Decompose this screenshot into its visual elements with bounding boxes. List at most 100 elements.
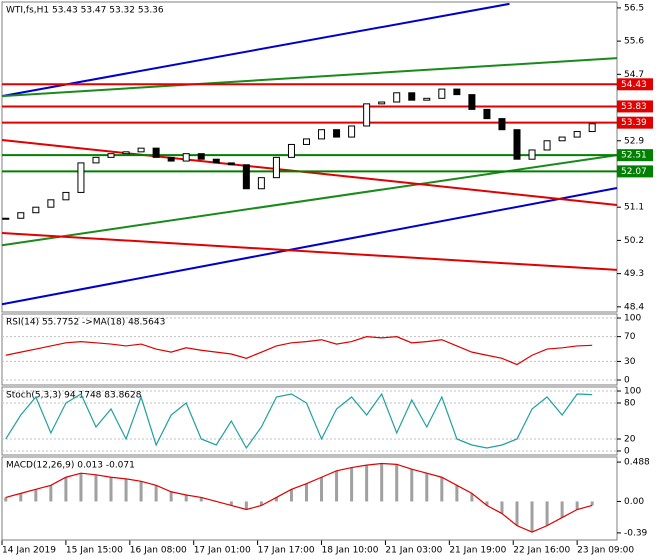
level-box — [617, 149, 653, 162]
bar — [545, 501, 549, 526]
y-tick-label: 51.1 — [624, 203, 644, 213]
y-tick-label: 70 — [624, 332, 636, 342]
x-tick-label: 18 Jan 10:00 — [322, 546, 379, 556]
bar — [335, 470, 339, 502]
level-box — [617, 78, 653, 91]
bar — [79, 473, 83, 502]
candle — [408, 92, 416, 101]
candle — [152, 147, 160, 158]
bar — [380, 463, 384, 502]
y-tick-label: 100 — [624, 387, 641, 397]
bar — [184, 494, 188, 502]
candle — [242, 164, 250, 190]
y-tick-label: 100 — [624, 314, 641, 324]
bar — [139, 481, 143, 502]
bar — [19, 493, 23, 502]
candle — [122, 151, 130, 155]
level-label: 52.07 — [621, 167, 647, 177]
bar — [500, 501, 504, 514]
candle — [558, 136, 566, 142]
x-tick-label: 22 Jan 16:00 — [513, 546, 570, 556]
candle — [543, 140, 551, 151]
candle — [333, 129, 341, 138]
bar — [259, 501, 263, 506]
bar — [440, 477, 444, 502]
candle — [423, 97, 431, 101]
y-tick-label: -0.39 — [624, 528, 648, 538]
candle — [483, 108, 491, 120]
panel-frame — [1, 386, 618, 456]
candle — [77, 162, 85, 193]
bar — [425, 473, 429, 502]
level-box — [617, 116, 653, 129]
y-tick-label: 80 — [624, 399, 636, 409]
bar — [410, 469, 414, 502]
panel-frame — [1, 313, 618, 386]
trendline — [1, 57, 618, 98]
candle — [32, 206, 40, 214]
candle — [287, 143, 295, 158]
x-tick-label: 21 Jan 03:00 — [385, 546, 442, 556]
line — [5, 392, 593, 450]
x-tick-label: 14 Jan 2019 — [2, 546, 56, 556]
bar — [560, 501, 564, 518]
x-tick-label: 23 Jan 09:00 — [577, 546, 634, 556]
level-label: 53.39 — [621, 118, 647, 128]
y-tick-label: 48.4 — [624, 302, 644, 312]
y-tick-label: 56.5 — [624, 3, 644, 13]
bar — [530, 501, 534, 533]
signal-line — [5, 462, 593, 533]
candle — [17, 212, 25, 219]
bar — [350, 467, 354, 502]
candle — [453, 88, 461, 96]
panel-title: WTI,fs,H1 53.43 53.47 53.32 53.36 — [6, 6, 164, 16]
bar — [304, 483, 308, 502]
y-tick-label: 50.2 — [624, 236, 644, 246]
candle — [363, 103, 371, 127]
x-tick-label: 21 Jan 19:00 — [449, 546, 506, 556]
y-tick-label: 20 — [624, 434, 636, 444]
candle — [393, 92, 401, 103]
candle — [212, 158, 220, 164]
bar — [470, 493, 474, 502]
bar — [590, 501, 594, 506]
candle — [378, 101, 386, 105]
candle — [438, 88, 446, 99]
bar — [274, 497, 278, 502]
bar — [365, 465, 369, 502]
bar — [124, 478, 128, 502]
bar — [49, 485, 53, 502]
level-label: 53.83 — [621, 102, 647, 112]
candle — [2, 217, 10, 220]
panel-title: RSI(14) 55.7752 ->MA(18) 48.5643 — [6, 318, 165, 328]
candle — [513, 129, 521, 160]
candle — [528, 149, 536, 160]
y-tick-label: 49.3 — [624, 269, 644, 279]
bar — [154, 485, 158, 502]
candle — [348, 125, 356, 138]
y-tick-label: 55.6 — [624, 37, 644, 47]
level-label: 52.51 — [621, 151, 647, 161]
bar — [320, 477, 324, 502]
x-tick-label: 17 Jan 17:00 — [258, 546, 315, 556]
candle — [62, 191, 70, 201]
bar — [34, 489, 38, 502]
candle — [302, 138, 310, 145]
y-tick-label: 52.9 — [624, 136, 644, 146]
candle — [272, 156, 280, 179]
candle — [47, 199, 55, 208]
candle — [227, 162, 235, 166]
panel-frame — [1, 456, 618, 541]
y-tick-label: 0 — [624, 446, 630, 456]
trendline — [1, 187, 618, 306]
bar — [515, 501, 519, 526]
y-tick-label: 0.488 — [624, 458, 650, 468]
candle — [257, 177, 265, 190]
candle — [182, 153, 190, 162]
bar — [64, 477, 68, 502]
bar — [109, 477, 113, 502]
x-tick-label: 17 Jan 01:00 — [194, 546, 251, 556]
bar — [199, 497, 203, 502]
candle — [92, 156, 100, 164]
